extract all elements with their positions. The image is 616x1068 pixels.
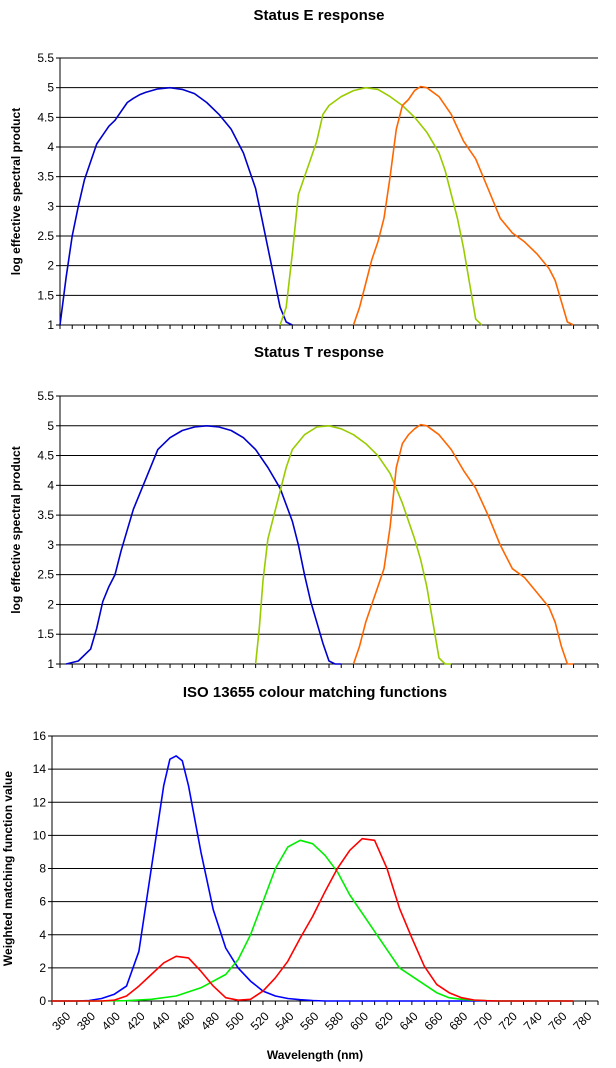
- x-tick-label: 420: [124, 1009, 148, 1033]
- y-tick-label: 5.5: [37, 51, 54, 65]
- x-tick-label: 460: [173, 1009, 197, 1033]
- x-tick-label: 440: [148, 1009, 172, 1033]
- series-line-0: [59, 86, 293, 326]
- y-tick-label: 3: [47, 199, 54, 213]
- y-tick-label: 4: [47, 140, 54, 154]
- y-tick-label: 14: [33, 762, 47, 776]
- x-tick-label: 560: [297, 1009, 321, 1033]
- x-tick-label: 760: [546, 1009, 570, 1033]
- y-tick-label: 12: [33, 795, 47, 809]
- y-tick-label: 1: [47, 657, 54, 671]
- series-line-2: [352, 423, 574, 665]
- series-line-1: [254, 424, 452, 665]
- x-tick-label: 620: [372, 1009, 396, 1033]
- y-tick-label: 0: [39, 994, 46, 1008]
- y-tick-label: 8: [39, 862, 46, 876]
- y-tick-label: 5.5: [37, 389, 54, 403]
- chart-title: ISO 13655 colour matching functions: [183, 684, 447, 701]
- y-tick-label: 4.5: [37, 110, 54, 124]
- y-axis-label: Weighted matching function value: [1, 771, 15, 966]
- chart-title: Status E response: [254, 7, 385, 24]
- series-line-1: [279, 86, 483, 326]
- x-tick-label: 400: [99, 1009, 123, 1033]
- x-tick-label: 780: [570, 1009, 594, 1033]
- series-line-2: [352, 85, 574, 326]
- x-tick-label: 660: [421, 1009, 445, 1033]
- chart-title: Status T response: [254, 344, 384, 361]
- iso-cmf-chart: ISO 13655 colour matching functions02468…: [1, 684, 599, 1062]
- y-axis-label: log effective spectral product: [9, 446, 23, 613]
- x-tick-label: 520: [248, 1009, 272, 1033]
- y-tick-label: 3: [47, 538, 54, 552]
- y-tick-label: 5: [47, 81, 54, 95]
- y-tick-label: 6: [39, 895, 46, 909]
- y-tick-label: 4.5: [37, 449, 54, 463]
- y-tick-label: 1: [47, 318, 54, 332]
- y-axis-label: log effective spectral product: [9, 108, 23, 275]
- x-tick-label: 480: [198, 1009, 222, 1033]
- x-tick-label: 700: [471, 1009, 495, 1033]
- y-tick-label: 5: [47, 419, 54, 433]
- x-tick-label: 380: [74, 1009, 98, 1033]
- x-tick-label: 600: [347, 1009, 371, 1033]
- y-tick-label: 1.5: [37, 288, 54, 302]
- x-tick-label: 640: [397, 1009, 421, 1033]
- y-tick-label: 3.5: [37, 508, 54, 522]
- x-tick-label: 360: [49, 1009, 73, 1033]
- y-tick-label: 10: [33, 828, 47, 842]
- status-t-chart: Status T response 1 1.5 2 2.5 3 3.5 4 4.5 5 5.5 log…: [9, 344, 599, 671]
- x-tick-label: 680: [446, 1009, 470, 1033]
- x-tick-label: 540: [273, 1009, 297, 1033]
- y-tick-label: 2: [39, 961, 46, 975]
- status-e-chart: Status E response 1 1.5 2 2.5 3 3.5 4 4.5 5 5.5 log…: [9, 7, 599, 332]
- y-tick-label: 1.5: [37, 627, 54, 641]
- y-tick-label: 3.5: [37, 170, 54, 184]
- y-tick-label: 2: [47, 259, 54, 273]
- y-tick-label: 16: [33, 729, 47, 743]
- y-tick-label: 4: [47, 478, 54, 492]
- x-tick-label: 720: [496, 1009, 520, 1033]
- series-line-2: [52, 837, 574, 1002]
- series-line-0: [52, 755, 574, 1002]
- x-tick-label: 580: [322, 1009, 346, 1033]
- series-line-0: [65, 424, 342, 665]
- y-tick-label: 2.5: [37, 568, 54, 582]
- x-tick-label: 740: [521, 1009, 545, 1033]
- y-tick-label: 2.5: [37, 229, 54, 243]
- y-tick-label: 4: [39, 928, 46, 942]
- x-axis-label: Wavelength (nm): [267, 1048, 363, 1062]
- y-tick-label: 2: [47, 597, 54, 611]
- x-tick-label: 500: [223, 1009, 247, 1033]
